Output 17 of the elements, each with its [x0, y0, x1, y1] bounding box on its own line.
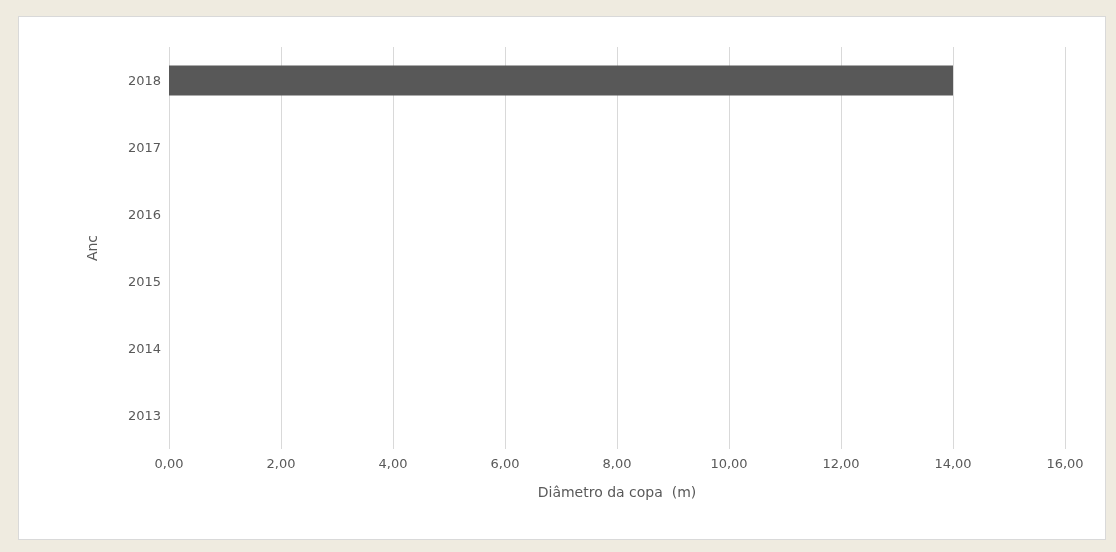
x-tick-label: 2,00	[266, 456, 296, 471]
x-tick-label: 6,00	[490, 456, 520, 471]
y-tick-label: 2015	[127, 274, 161, 289]
x-axis-title: Diâmetro da copa (m)	[537, 484, 697, 500]
y-tick-label: 2018	[127, 73, 161, 88]
x-tick-label: 12,00	[822, 456, 860, 471]
y-tick-label: 2017	[127, 140, 161, 155]
x-tick-label: 4,00	[378, 456, 408, 471]
x-tick-label: 16,00	[1046, 456, 1084, 471]
x-tick-label: 10,00	[710, 456, 748, 471]
y-tick-label: 2016	[127, 207, 161, 222]
x-tick-label: 8,00	[602, 456, 632, 471]
x-tick-label: 14,00	[934, 456, 972, 471]
y-axis-title: Anc	[84, 234, 100, 262]
y-tick-label: 2014	[127, 341, 161, 356]
x-tick-label: 0,00	[154, 456, 184, 471]
y-tick-label: 2013	[127, 408, 161, 423]
